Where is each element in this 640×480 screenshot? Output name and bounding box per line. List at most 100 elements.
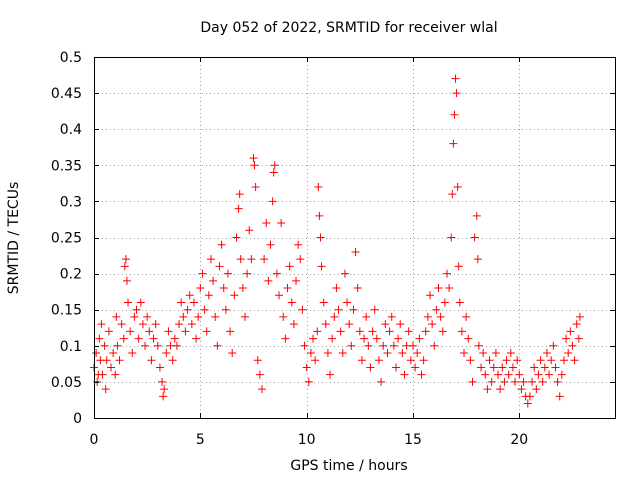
data-point-marker [538, 377, 547, 386]
data-point-marker [107, 363, 116, 372]
data-point-marker [145, 327, 154, 336]
data-point-marker [147, 356, 156, 365]
data-point-marker [126, 327, 135, 336]
data-point-marker [547, 356, 556, 365]
data-point-marker [198, 269, 207, 278]
data-point-marker [159, 392, 168, 401]
data-point-marker [525, 392, 534, 401]
data-point-marker [211, 312, 220, 321]
data-point-marker [419, 356, 428, 365]
data-point-marker [275, 291, 284, 300]
y-tick-label: 0 [73, 411, 82, 427]
data-point-marker [328, 334, 337, 343]
data-point-marker [515, 370, 524, 379]
data-point-marker [413, 349, 422, 358]
data-point-marker [209, 276, 218, 285]
data-point-marker [436, 312, 445, 321]
data-point-marker [421, 327, 430, 336]
data-point-marker [120, 262, 129, 271]
data-point-marker [189, 298, 198, 307]
data-point-marker [454, 262, 463, 271]
data-point-marker [349, 305, 358, 314]
data-point-marker [134, 334, 143, 343]
data-point-marker [113, 341, 122, 350]
data-point-marker [311, 356, 320, 365]
data-point-marker [428, 320, 437, 329]
y-tick-label: 0.5 [60, 50, 82, 66]
data-point-marker [447, 233, 456, 242]
data-point-marker [255, 370, 264, 379]
data-point-marker [321, 320, 330, 329]
data-point-marker [122, 276, 131, 285]
chart-title: Day 052 of 2022, SRMTID for receiver wla… [200, 20, 497, 36]
data-point-marker [449, 139, 458, 148]
data-point-marker [406, 356, 415, 365]
data-point-marker [162, 349, 171, 358]
data-point-marker [247, 255, 256, 264]
data-point-marker [389, 341, 398, 350]
data-point-marker [455, 298, 464, 307]
x-tick-label: 15 [404, 432, 422, 448]
y-tick-label: 0.3 [60, 194, 82, 210]
data-point-marker [277, 219, 286, 228]
data-point-marker [170, 334, 179, 343]
x-tick-label: 20 [510, 432, 528, 448]
axis-ticks [94, 57, 615, 419]
data-point-marker [117, 320, 126, 329]
y-axis-label: SRMTID / TECUs [6, 182, 22, 295]
y-tick-label: 0.25 [51, 231, 82, 247]
y-tick-label: 0.05 [51, 375, 82, 391]
data-point-marker [430, 341, 439, 350]
data-point-marker [281, 334, 290, 343]
data-point-marker [408, 341, 417, 350]
data-point-marker [574, 334, 583, 343]
data-point-marker [251, 182, 260, 191]
data-point-marker [466, 356, 475, 365]
data-point-marker [315, 211, 324, 220]
data-point-marker [568, 341, 577, 350]
data-point-marker [460, 349, 469, 358]
data-point-marker [489, 363, 498, 372]
data-point-marker [192, 334, 201, 343]
data-point-marker [168, 356, 177, 365]
data-point-marker [268, 197, 277, 206]
data-point-marker [517, 385, 526, 394]
data-point-marker [453, 182, 462, 191]
data-point-marker [366, 363, 375, 372]
data-point-marker [559, 356, 568, 365]
data-point-marker [326, 370, 335, 379]
data-point-marker [285, 262, 294, 271]
data-point-marker [249, 154, 258, 163]
data-point-marker [206, 255, 215, 264]
data-point-marker [432, 305, 441, 314]
data-point-marker [473, 255, 482, 264]
data-point-marker [381, 320, 390, 329]
data-point-marker [464, 334, 473, 343]
data-point-marker [553, 377, 562, 386]
data-point-marker [264, 276, 273, 285]
y-tick-label: 0.1 [60, 339, 82, 355]
data-point-marker [240, 312, 249, 321]
data-point-marker [340, 269, 349, 278]
data-point-marker [385, 327, 394, 336]
data-point-marker [557, 370, 566, 379]
data-point-marker [243, 269, 252, 278]
data-point-marker [462, 312, 471, 321]
data-point-marker [175, 320, 184, 329]
data-point-marker [523, 399, 532, 408]
x-tick-label: 5 [196, 432, 205, 448]
data-point-marker [483, 385, 492, 394]
data-point-marker [404, 327, 413, 336]
data-point-marker [570, 356, 579, 365]
data-markers [90, 74, 584, 408]
data-point-marker [272, 269, 281, 278]
data-point-marker [372, 334, 381, 343]
data-point-marker [450, 110, 459, 119]
data-point-marker [513, 356, 522, 365]
data-point-marker [238, 284, 247, 293]
data-point-marker [425, 291, 434, 300]
data-point-marker [498, 363, 507, 372]
data-point-marker [536, 356, 545, 365]
data-point-marker [500, 377, 509, 386]
data-point-marker [494, 370, 503, 379]
